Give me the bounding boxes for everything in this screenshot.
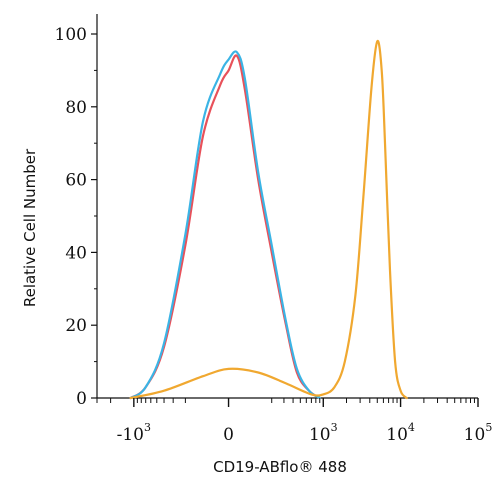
x-tick-label: 105	[464, 421, 493, 445]
x-ticks: -103 0 103 104 105	[96, 398, 493, 445]
y-tick-label: 100	[55, 25, 87, 45]
x-axis-title: CD19-ABflo® 488	[213, 458, 347, 476]
y-tick-label: 60	[65, 171, 87, 191]
x-tick-label: 0	[223, 425, 234, 445]
series-line-2	[129, 50, 321, 400]
series-line-3	[129, 39, 408, 400]
y-tick-label: 40	[65, 243, 87, 263]
x-tick-label: 104	[386, 421, 415, 445]
series-layer	[129, 39, 408, 400]
plot-frame	[96, 14, 478, 399]
x-tick-label: -103	[117, 421, 151, 445]
y-tick-label: 80	[65, 98, 87, 118]
y-tick-label: 20	[65, 316, 87, 336]
y-ticks: 0 20 40 60 80 100	[55, 25, 97, 409]
y-axis-title: Relative Cell Number	[21, 148, 39, 307]
x-tick-label: 103	[309, 421, 338, 445]
y-tick-label: 0	[76, 389, 87, 409]
